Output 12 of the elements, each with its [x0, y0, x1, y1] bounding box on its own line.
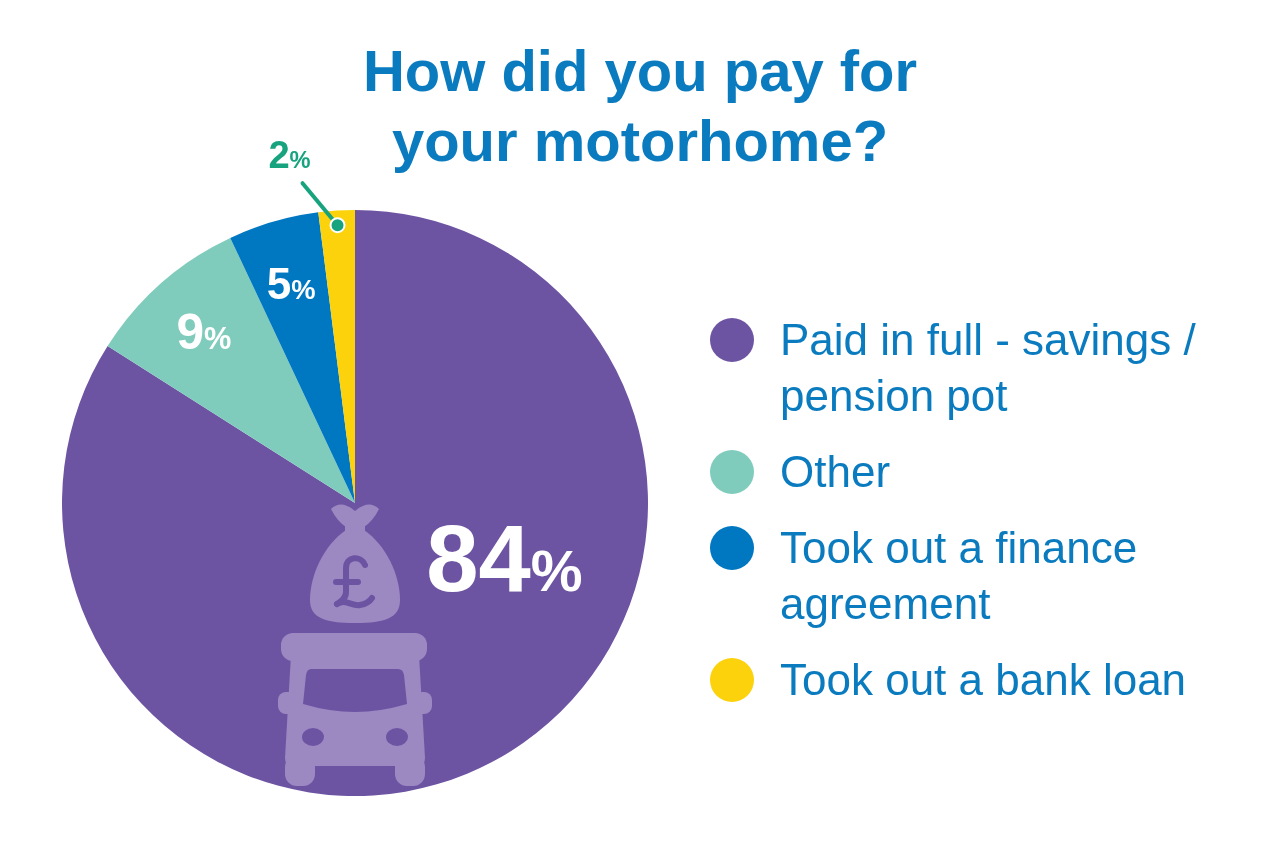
legend-label: Paid in full - savings / pension pot [780, 314, 1197, 422]
data-label: 5% [266, 259, 316, 309]
chart-title: How did you pay for your motorhome? [361, 37, 919, 175]
data-label: 2% [268, 133, 311, 177]
legend-label: Other [780, 446, 891, 498]
pie-slice [230, 212, 355, 503]
data-label: 9% [176, 304, 232, 361]
pie-slice [107, 237, 355, 503]
pie-slice [62, 210, 648, 796]
legend-label: Took out a bank loan [780, 654, 1187, 706]
legend-label: Took out a finance agreement [780, 522, 1139, 630]
data-label: 84% [426, 505, 583, 611]
